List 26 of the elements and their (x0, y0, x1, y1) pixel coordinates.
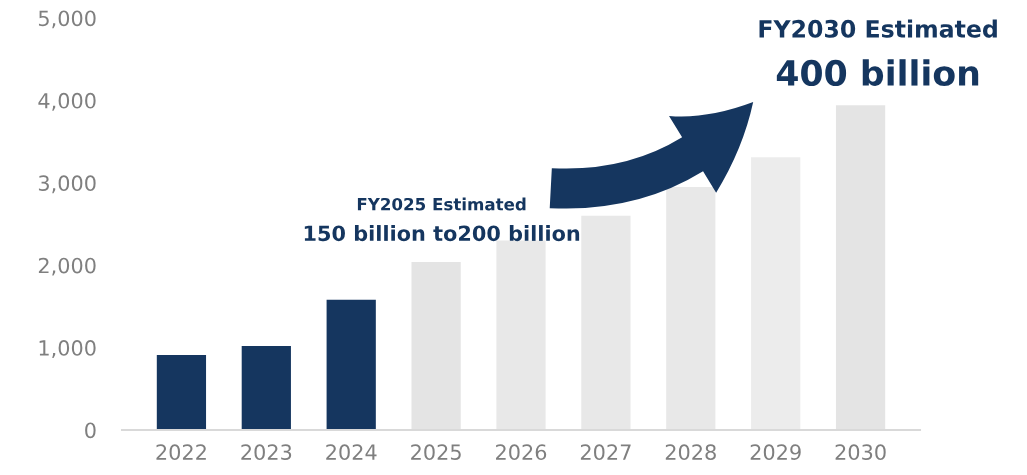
bar (156, 355, 207, 430)
x-tick-label: 2026 (496, 444, 547, 461)
annotation: 150 billion to200 billion (304, 225, 580, 242)
bar (666, 186, 716, 430)
x-tick-label: 2028 (665, 444, 716, 461)
bar (496, 240, 546, 430)
x-tick-label: 2027 (580, 444, 631, 461)
y-tick-label: 3,000 (38, 175, 96, 194)
bar (241, 345, 291, 430)
y-tick-label: 5,000 (38, 10, 96, 29)
x-tick-label: 2024 (326, 444, 377, 461)
annotation: FY2030 Estimated (759, 19, 997, 38)
annotation: 400 billion (776, 59, 979, 87)
y-tick-label: 4,000 (38, 92, 96, 111)
y-tick-label: 2,000 (38, 257, 96, 276)
y-tick-label: 1,000 (39, 340, 96, 358)
bar (326, 299, 376, 430)
x-tick-label: 2023 (241, 444, 292, 461)
bar (581, 215, 631, 430)
x-tick-label: 2030 (835, 444, 886, 461)
x-tick-label: 2022 (156, 444, 206, 461)
y-tick-label: 0 (85, 422, 96, 439)
x-tick-label: 2025 (411, 444, 461, 461)
annotation: FY2025 Estimated (357, 197, 526, 211)
bar (751, 157, 801, 430)
x-tick-label: 2029 (750, 444, 801, 461)
